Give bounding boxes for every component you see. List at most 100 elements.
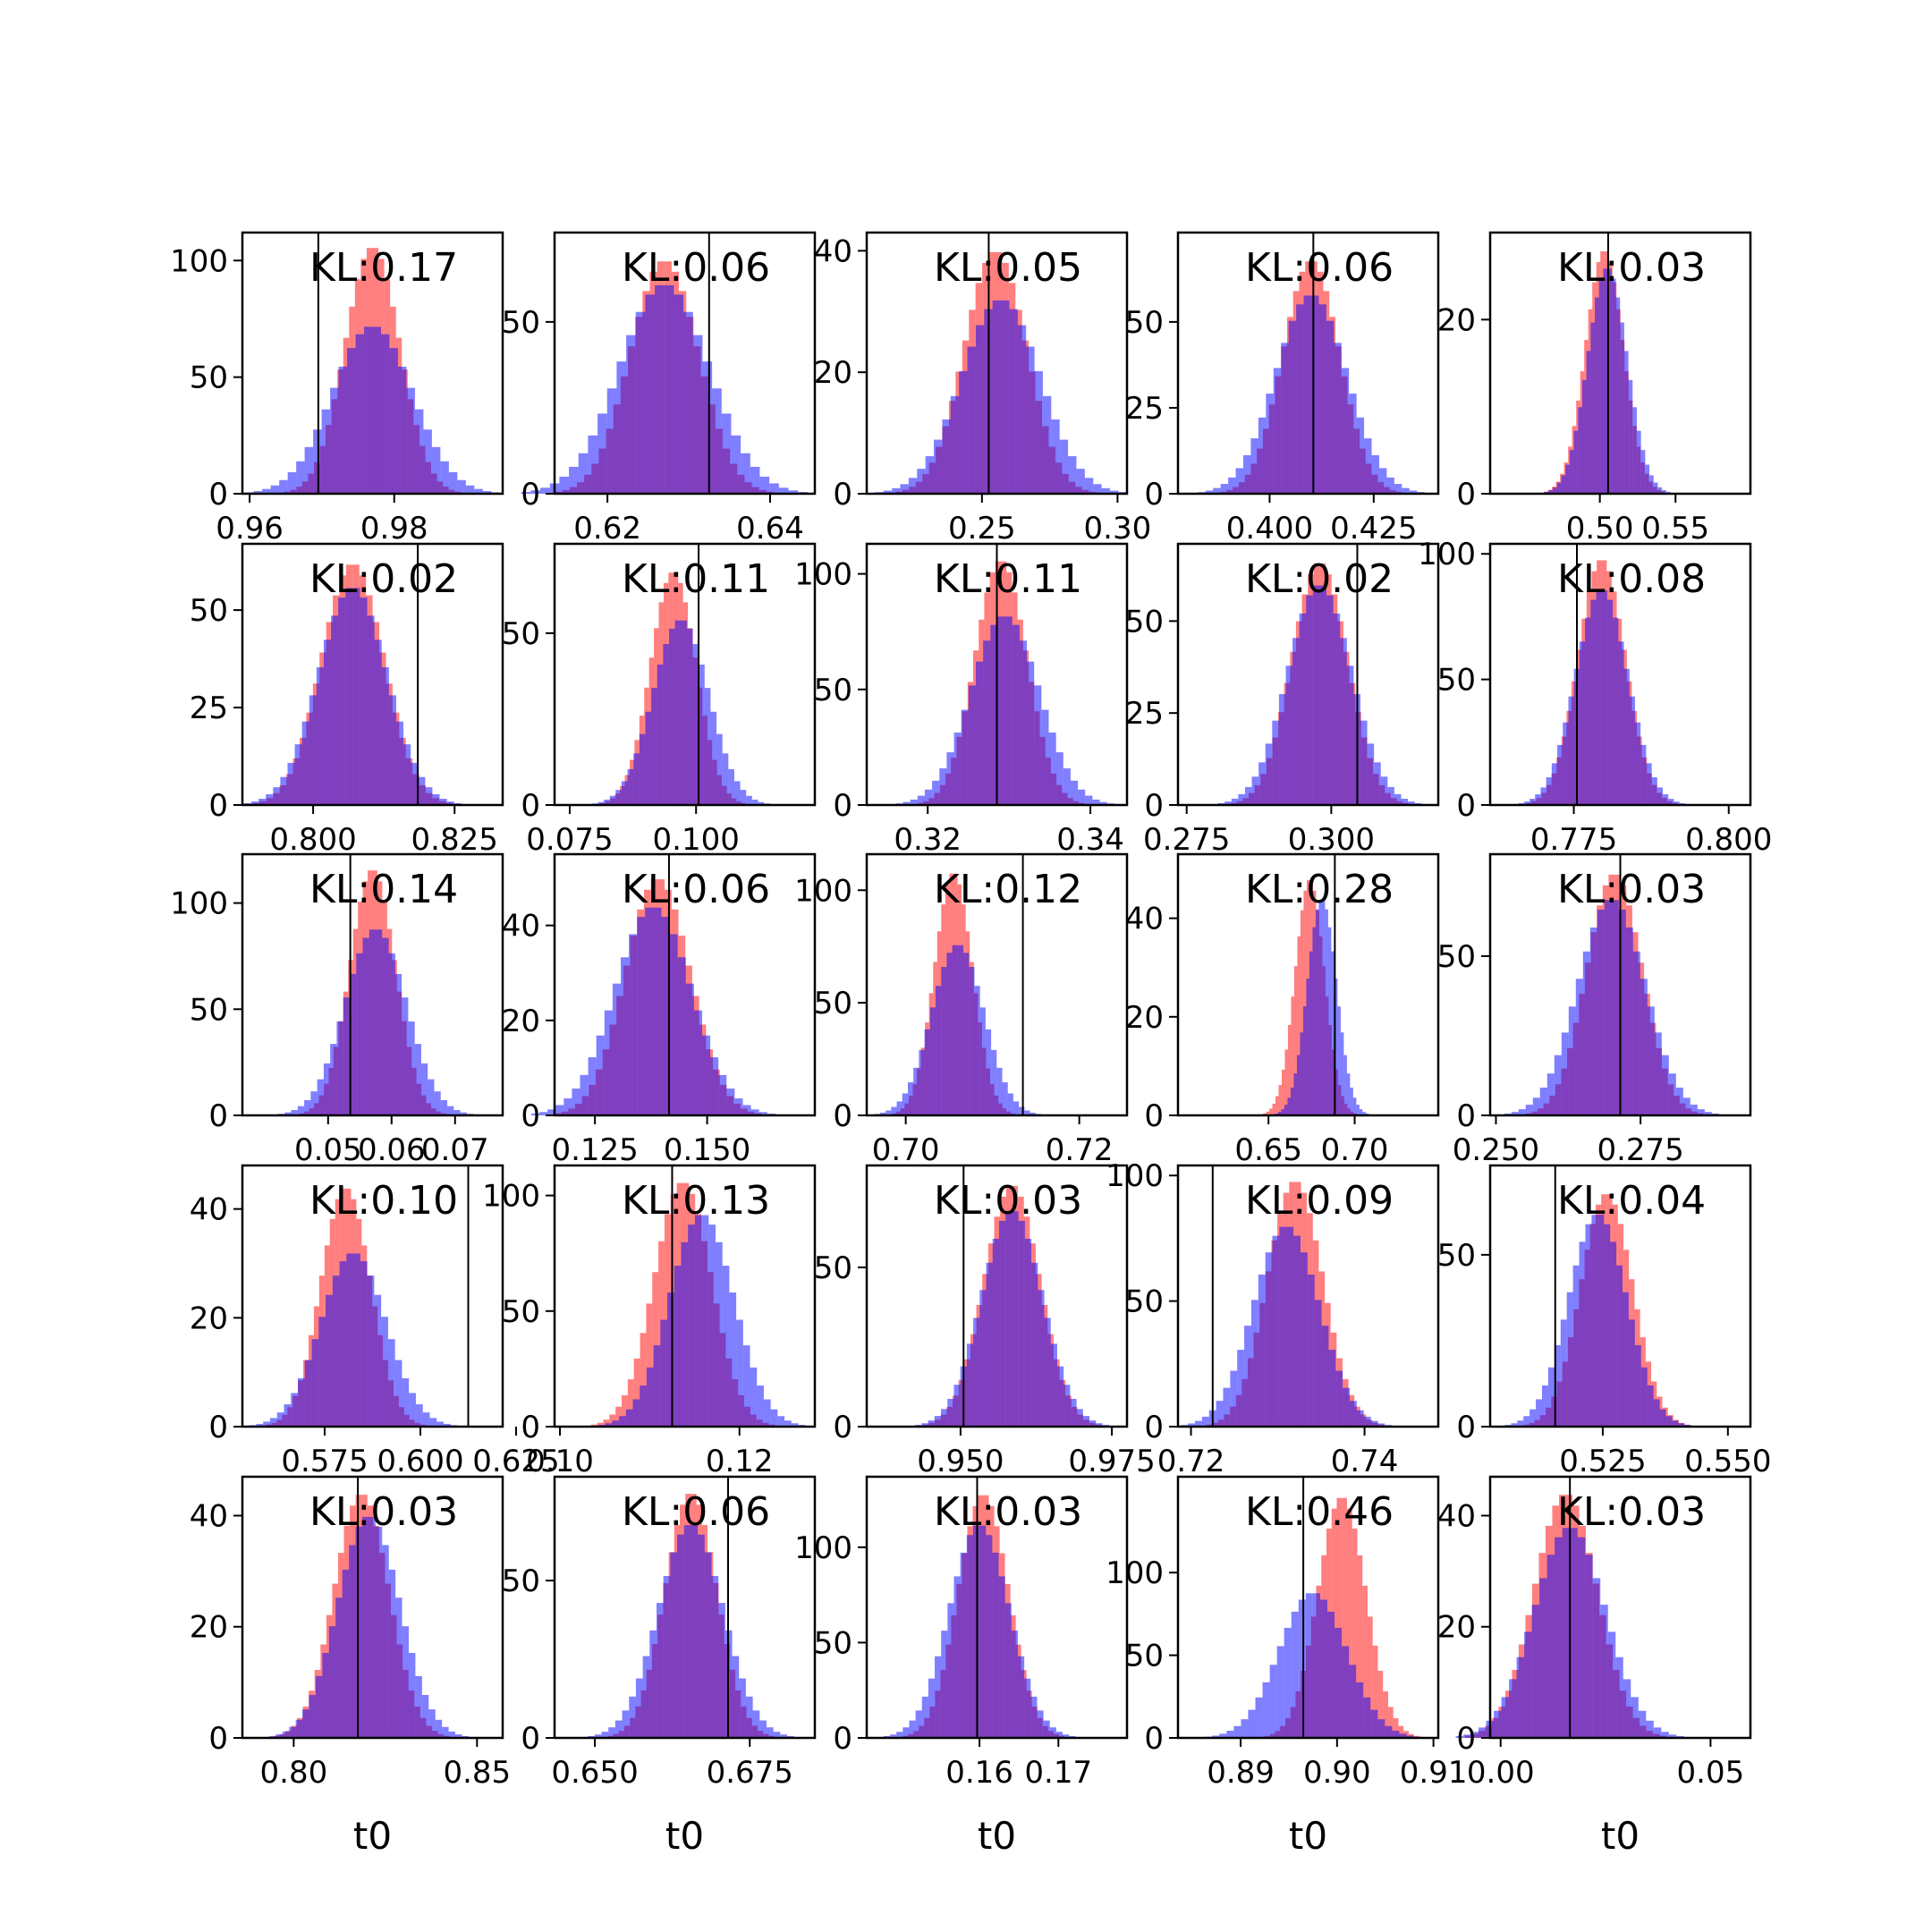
posterior-bar xyxy=(1579,1241,1586,1427)
posterior-bar xyxy=(353,1253,360,1427)
posterior-bar xyxy=(663,1575,671,1738)
x-tick-label: 0.675 xyxy=(707,1755,793,1791)
posterior-bar xyxy=(1352,1097,1357,1115)
prior-bar xyxy=(1266,1111,1269,1115)
posterior-bar xyxy=(323,1063,331,1115)
posterior-bar xyxy=(996,1067,1003,1115)
posterior-bar xyxy=(423,429,432,494)
posterior-bar xyxy=(1697,1109,1705,1115)
posterior-bar xyxy=(367,615,375,805)
posterior-histogram xyxy=(597,1215,806,1427)
posterior-bar xyxy=(1654,1032,1662,1115)
posterior-bar xyxy=(330,387,339,494)
prior-bar xyxy=(1357,1555,1363,1738)
posterior-bar xyxy=(1367,743,1375,805)
y-tick-label: 25 xyxy=(190,691,228,726)
posterior-bar xyxy=(1629,696,1635,805)
posterior-bar xyxy=(722,753,729,805)
posterior-bar xyxy=(701,1035,711,1115)
posterior-bar xyxy=(917,469,926,494)
x-tick-label: 0.30 xyxy=(1084,511,1152,547)
subplot-9: 0.275 0.300 0 25 50 KL:0.02 xyxy=(1125,542,1440,858)
posterior-bar xyxy=(1585,617,1591,805)
y-tick-label: 0 xyxy=(208,477,228,513)
posterior-bar xyxy=(1265,1252,1273,1427)
posterior-bar xyxy=(1463,1734,1471,1738)
y-tick-label: 50 xyxy=(502,1294,540,1330)
posterior-bar xyxy=(645,907,654,1115)
y-tick-label: 40 xyxy=(1125,902,1164,937)
posterior-bar xyxy=(1326,595,1334,805)
posterior-bar xyxy=(985,1029,992,1115)
posterior-bar xyxy=(1547,1367,1555,1427)
posterior-bar xyxy=(1590,599,1597,805)
posterior-bar xyxy=(403,744,411,805)
posterior-bar xyxy=(347,348,356,494)
posterior-bar xyxy=(1632,951,1640,1115)
posterior-bar xyxy=(879,1112,886,1115)
posterior-bar xyxy=(336,1021,343,1115)
subplot-2: 0.62 0.64 0 50 KL:0.06 xyxy=(502,231,817,547)
posterior-bar xyxy=(681,1241,689,1427)
posterior-bar xyxy=(1063,1734,1070,1738)
posterior-bar xyxy=(1109,490,1119,494)
x-tick-label: 0.250 xyxy=(1453,1132,1539,1168)
posterior-bar xyxy=(482,491,492,494)
posterior-bar xyxy=(360,1261,368,1427)
posterior-bar xyxy=(919,1049,925,1115)
x-axis-label: t0 xyxy=(1601,1814,1640,1858)
posterior-bar xyxy=(681,620,687,805)
posterior-bar xyxy=(253,491,263,494)
posterior-bar xyxy=(632,1399,640,1427)
posterior-histogram xyxy=(1504,1215,1691,1427)
posterior-bar xyxy=(1306,595,1313,805)
posterior-bar xyxy=(968,685,976,805)
posterior-bar xyxy=(431,446,441,494)
posterior-bar xyxy=(1226,1730,1234,1738)
posterior-bar xyxy=(1238,793,1245,805)
prior-bar xyxy=(1336,1497,1343,1738)
posterior-bar xyxy=(1645,464,1650,494)
posterior-bar xyxy=(428,1709,436,1738)
y-tick-label: 0 xyxy=(521,788,540,824)
posterior-bar xyxy=(1565,464,1570,494)
subplot-25: 0.00 0.05 0 20 40 KL:0.03 t0 xyxy=(1437,1475,1752,1858)
axes-frame xyxy=(1488,1475,1752,1740)
posterior-bar xyxy=(1675,1087,1683,1115)
posterior-bar xyxy=(1213,487,1221,494)
prior-bar xyxy=(1383,1690,1388,1738)
posterior-bar xyxy=(751,800,758,805)
posterior-bar xyxy=(1037,1710,1044,1738)
posterior-bar xyxy=(295,1719,303,1738)
y-tick-label: 0 xyxy=(833,477,852,513)
posterior-bar xyxy=(910,799,918,805)
posterior-bar xyxy=(921,1423,928,1427)
posterior-bar xyxy=(1318,899,1322,1115)
posterior-bar xyxy=(1310,295,1319,494)
posterior-bar xyxy=(1585,1555,1593,1738)
y-tick-label: 20 xyxy=(190,1301,228,1336)
posterior-bar xyxy=(1013,1101,1020,1115)
posterior-bar xyxy=(629,1696,636,1738)
posterior-bar xyxy=(1004,1603,1012,1738)
posterior-bar xyxy=(1604,900,1612,1115)
posterior-bar xyxy=(1076,1409,1083,1427)
x-tick-label: 0.34 xyxy=(1056,822,1124,858)
posterior-bar xyxy=(1309,951,1313,1115)
posterior-bar xyxy=(1293,1073,1297,1115)
subplot-6: 0.800 0.825 0 25 50 KL:0.02 xyxy=(190,542,504,858)
posterior-bar xyxy=(907,1082,914,1115)
posterior-bar xyxy=(421,1694,429,1738)
y-tick-label: 0 xyxy=(1144,477,1164,513)
posterior-bar xyxy=(422,1412,430,1427)
kl-annotation: KL:0.03 xyxy=(1557,1489,1706,1535)
posterior-bar xyxy=(1555,1537,1563,1738)
posterior-bar xyxy=(947,1603,954,1738)
posterior-bar xyxy=(932,780,940,805)
posterior-bar xyxy=(1326,320,1335,494)
posterior-bar xyxy=(769,483,779,494)
posterior-bar xyxy=(1346,665,1354,805)
y-tick-label: 40 xyxy=(814,233,852,269)
x-axis-label: t0 xyxy=(665,1814,704,1858)
posterior-bar xyxy=(896,1732,903,1738)
